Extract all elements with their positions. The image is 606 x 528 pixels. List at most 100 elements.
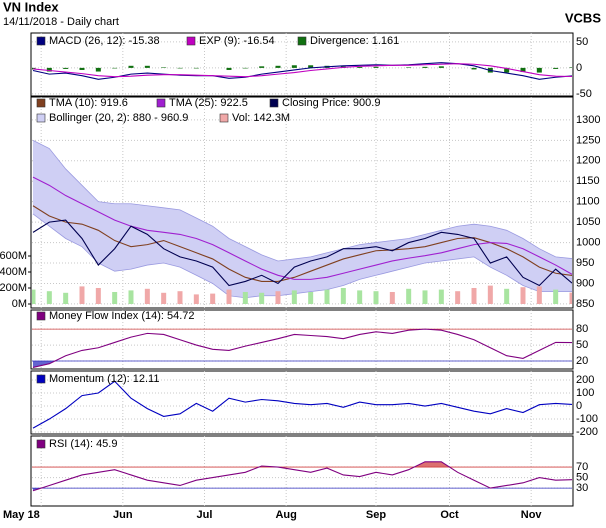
x-tick-label: Oct	[440, 509, 459, 521]
y-tick-label: -200	[576, 426, 598, 438]
x-tick-label: Jun	[113, 509, 133, 521]
legend-label: MACD (26, 12): -15.38	[49, 35, 160, 47]
bar	[226, 289, 232, 304]
y-tick-label: 200	[576, 374, 594, 386]
bar	[569, 67, 572, 68]
y-tick-label: 1200	[576, 155, 600, 167]
bar	[79, 67, 85, 70]
legend-label: Closing Price: 900.9	[282, 97, 380, 109]
series-line	[32, 176, 572, 280]
x-tick-label: Jul	[197, 509, 213, 521]
bar	[161, 292, 167, 304]
y-tick-label: 1150	[576, 175, 600, 187]
bar	[128, 290, 134, 304]
bar	[193, 67, 199, 69]
bar	[406, 288, 412, 304]
y-tick-label: 50	[576, 471, 588, 483]
bar	[291, 65, 297, 68]
y-tick-label: 0	[576, 400, 582, 412]
bar	[177, 291, 183, 304]
y2-tick-label: 400M	[0, 266, 27, 278]
panel-frame	[30, 370, 574, 435]
plot-area	[32, 310, 572, 369]
bar	[438, 66, 444, 68]
y-tick-label: 900	[576, 277, 594, 289]
legend-swatch	[269, 98, 279, 108]
level-fill	[33, 329, 572, 330]
bollinger-upper	[32, 139, 572, 262]
legend-label: Vol: 142.3M	[232, 112, 290, 124]
y-tick-label: 80	[576, 323, 588, 335]
bar	[112, 67, 118, 69]
y-tick-label: 50	[576, 339, 588, 351]
bar	[95, 287, 101, 304]
bar	[553, 289, 559, 304]
bar	[128, 65, 134, 68]
legend-swatch	[36, 98, 46, 108]
series-line	[32, 219, 572, 287]
bar	[373, 291, 379, 304]
bar	[79, 286, 85, 304]
legend-label: RSI (14): 45.9	[49, 438, 117, 450]
y-tick-label: 50	[576, 36, 588, 48]
bar	[144, 65, 150, 68]
legend-label: Momentum (12): 12.11	[49, 373, 159, 385]
bar	[504, 288, 510, 304]
bar	[438, 289, 444, 304]
bar	[226, 67, 232, 70]
plot-area	[32, 33, 572, 96]
y-tick-label: 1250	[576, 134, 600, 146]
legend-swatch	[156, 98, 166, 108]
x-tick-label: Sep	[366, 509, 386, 521]
series-line	[32, 62, 572, 80]
legend-swatch	[36, 439, 46, 449]
bar	[373, 66, 379, 68]
y2-tick-label: 200M	[0, 282, 27, 294]
series-line	[32, 205, 572, 282]
x-tick-label: May 18	[3, 509, 40, 521]
bar	[275, 65, 281, 68]
y2-tick-label: 0M	[12, 298, 27, 310]
bar	[46, 67, 52, 72]
y-tick-label: 850	[576, 298, 594, 310]
bar	[520, 67, 526, 73]
y-tick-label: 1050	[576, 216, 600, 228]
bar	[422, 66, 428, 68]
bar	[471, 287, 477, 304]
series-line	[32, 328, 572, 368]
legend-label: Money Flow Index (14): 54.72	[49, 310, 195, 322]
series-line	[32, 380, 572, 429]
bar	[46, 291, 52, 304]
y-tick-label: 70	[576, 461, 588, 473]
plot-area	[32, 97, 572, 308]
bar	[275, 291, 281, 304]
bar	[471, 67, 477, 70]
bar	[357, 66, 363, 68]
y-tick-label: 30	[576, 482, 588, 494]
bar	[536, 67, 542, 73]
bar	[242, 291, 248, 304]
bar	[95, 67, 101, 72]
bar	[308, 291, 314, 304]
bar	[569, 292, 572, 304]
y-tick-label: 100	[576, 387, 594, 399]
x-tick-label: Aug	[275, 509, 296, 521]
y-tick-label: 0	[576, 62, 582, 74]
legend-swatch	[186, 36, 196, 46]
y-tick-label: 20	[576, 355, 588, 367]
title: VN Index	[3, 0, 59, 14]
legend-label: Bollinger (20, 2): 880 - 960.9	[49, 112, 188, 124]
y-tick-label: 1300	[576, 114, 600, 126]
bar	[193, 294, 199, 304]
legend-label: Divergence: 1.161	[310, 35, 399, 47]
level-fill-group	[33, 329, 572, 330]
bar	[144, 288, 150, 304]
bollinger-lower	[32, 213, 572, 299]
legend-label: TMA (10): 919.6	[49, 97, 128, 109]
bar	[520, 287, 526, 304]
bar	[536, 286, 542, 304]
legend-swatch	[297, 36, 307, 46]
legend-swatch	[36, 311, 46, 321]
bar	[455, 291, 461, 304]
